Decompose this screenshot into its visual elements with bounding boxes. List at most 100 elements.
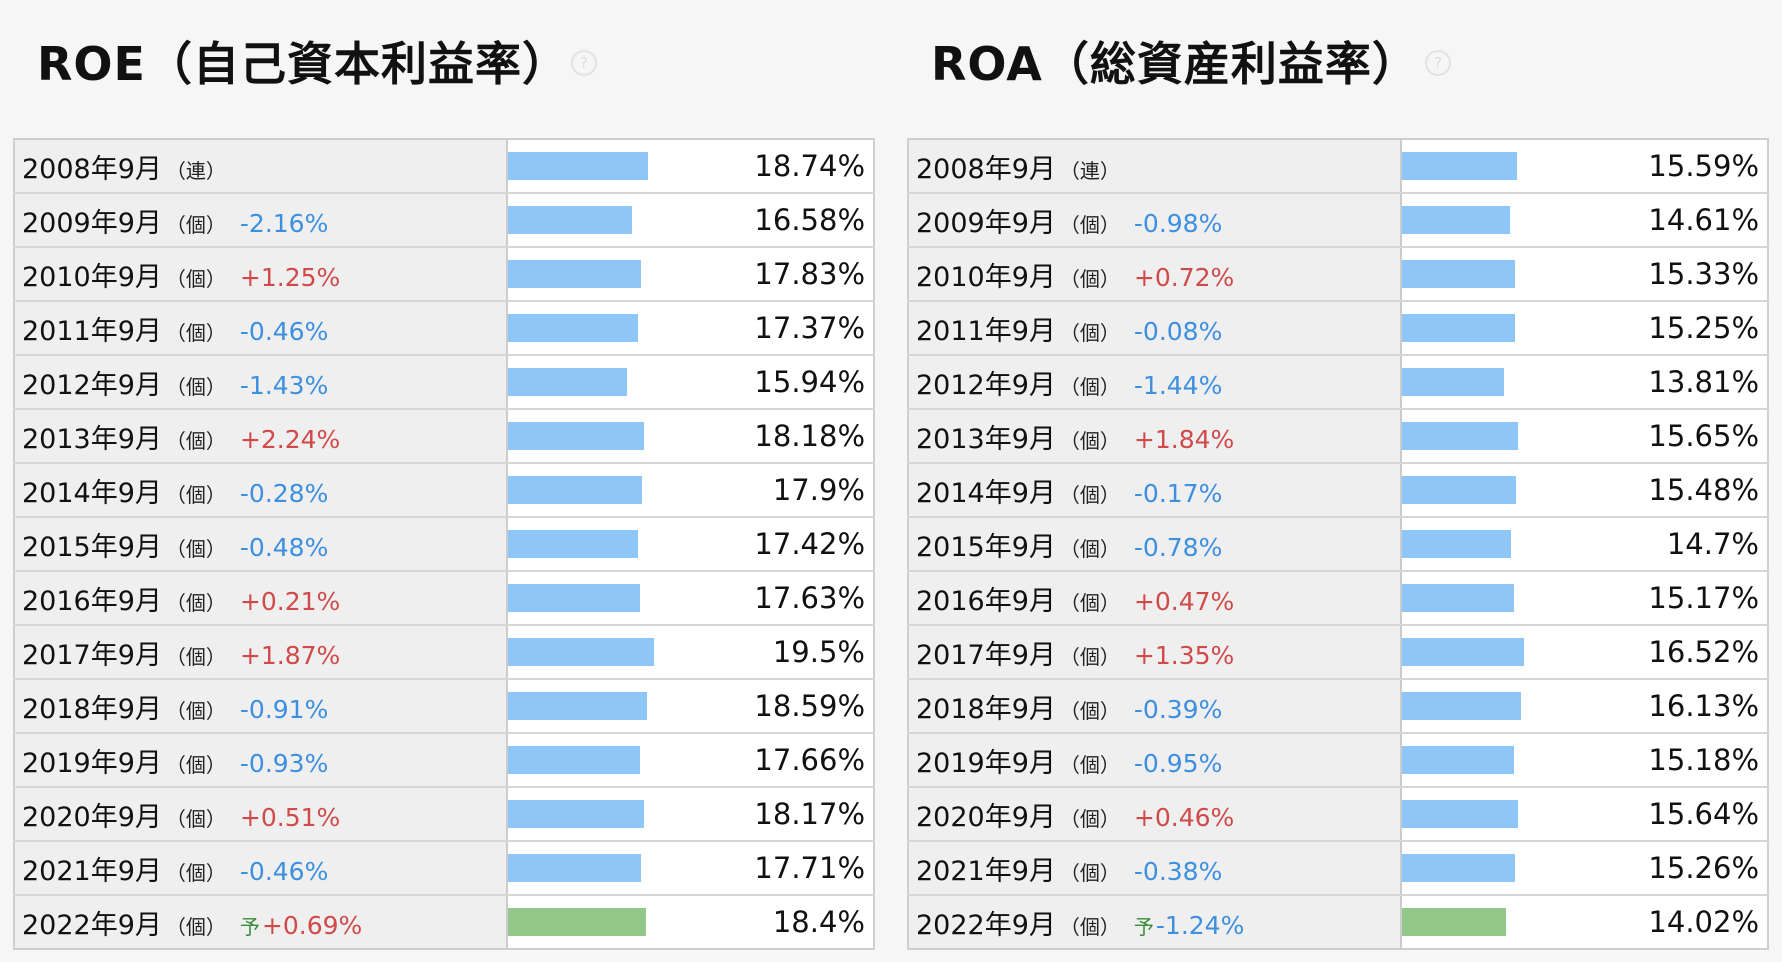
roa-bar-cell <box>1401 625 1552 680</box>
change-value: -0.78% <box>1133 532 1223 562</box>
roe-period-cell: 2020年9月 （個） +0.51% <box>14 787 508 842</box>
period-year: 2014年9月 <box>916 477 1056 509</box>
roa-row: 2017年9月 （個） +1.35% 16.52% <box>908 625 1768 680</box>
roe-value: 17.66% <box>658 733 874 788</box>
roe-bar-cell <box>507 139 658 194</box>
roa-row: 2016年9月 （個） +0.47% 15.17% <box>908 571 1768 626</box>
roe-value: 16.58% <box>658 193 874 248</box>
value-bar <box>1402 746 1514 774</box>
roa-row: 2019年9月 （個） -0.95% 15.18% <box>908 733 1768 788</box>
roa-row: 2010年9月 （個） +0.72% 15.33% <box>908 247 1768 302</box>
value-bar <box>1402 476 1516 504</box>
roe-value: 17.37% <box>658 301 874 356</box>
roa-row: 2020年9月 （個） +0.46% 15.64% <box>908 787 1768 842</box>
roe-row: 2016年9月 （個） +0.21% 17.63% <box>14 571 874 626</box>
roa-row: 2014年9月 （個） -0.17% 15.48% <box>908 463 1768 518</box>
consolidation-type: （個） <box>165 914 226 939</box>
consolidation-type: （個） <box>1059 860 1120 885</box>
roe-row: 2008年9月 （連） 18.74% <box>14 139 874 194</box>
period-year: 2017年9月 <box>22 639 162 671</box>
period-year: 2011年9月 <box>22 315 162 347</box>
roa-value: 15.64% <box>1552 787 1768 842</box>
roa-value: 15.59% <box>1552 139 1768 194</box>
change-value: -0.28% <box>239 478 329 508</box>
forecast-bar <box>508 908 646 936</box>
value-bar <box>508 746 640 774</box>
period-year: 2020年9月 <box>22 801 162 833</box>
roe-value: 19.5% <box>658 625 874 680</box>
value-bar <box>1402 152 1517 180</box>
roe-bar-cell <box>507 625 658 680</box>
change-value: -0.48% <box>239 532 329 562</box>
consolidation-type: （個） <box>1059 914 1120 939</box>
roa-period-cell: 2013年9月 （個） +1.84% <box>908 409 1402 464</box>
roa-period-cell: 2020年9月 （個） +0.46% <box>908 787 1402 842</box>
roa-period-cell: 2021年9月 （個） -0.38% <box>908 841 1402 896</box>
roa-help-icon[interactable]: ? <box>1425 50 1451 76</box>
roe-bar-cell <box>507 355 658 410</box>
value-bar <box>1402 584 1514 612</box>
roa-period-cell: 2014年9月 （個） -0.17% <box>908 463 1402 518</box>
roe-period-cell: 2012年9月 （個） -1.43% <box>14 355 508 410</box>
roa-bar-cell <box>1401 895 1552 949</box>
period-year: 2016年9月 <box>916 585 1056 617</box>
period-year: 2010年9月 <box>22 261 162 293</box>
consolidation-type: （個） <box>165 860 226 885</box>
change-value: +0.51% <box>239 802 341 832</box>
value-bar <box>1402 368 1504 396</box>
roa-value: 15.18% <box>1552 733 1768 788</box>
roa-period-cell: 2008年9月 （連） <box>908 139 1402 194</box>
value-bar <box>1402 206 1510 234</box>
roe-row: 2011年9月 （個） -0.46% 17.37% <box>14 301 874 356</box>
change-value: -1.44% <box>1133 370 1223 400</box>
roe-period-cell: 2008年9月 （連） <box>14 139 508 194</box>
period-year: 2014年9月 <box>22 477 162 509</box>
roa-row: 2011年9月 （個） -0.08% 15.25% <box>908 301 1768 356</box>
period-year: 2022年9月 <box>22 909 162 941</box>
period-year: 2015年9月 <box>916 531 1056 563</box>
roe-bar-cell <box>507 247 658 302</box>
value-bar <box>508 692 647 720</box>
change-value: +1.87% <box>239 640 341 670</box>
consolidation-type: （個） <box>1059 698 1120 723</box>
consolidation-type: （個） <box>1059 644 1120 669</box>
consolidation-type: （個） <box>1059 266 1120 291</box>
roa-bar-cell <box>1401 247 1552 302</box>
consolidation-type: （連） <box>165 158 226 183</box>
roe-period-cell: 2019年9月 （個） -0.93% <box>14 733 508 788</box>
roa-value: 15.65% <box>1552 409 1768 464</box>
value-bar <box>1402 692 1521 720</box>
roe-value: 17.9% <box>658 463 874 518</box>
consolidation-type: （個） <box>165 698 226 723</box>
consolidation-type: （個） <box>1059 428 1120 453</box>
roa-period-cell: 2018年9月 （個） -0.39% <box>908 679 1402 734</box>
roa-value: 15.26% <box>1552 841 1768 896</box>
roe-period-cell: 2017年9月 （個） +1.87% <box>14 625 508 680</box>
roa-bar-cell <box>1401 301 1552 356</box>
roa-period-cell: 2015年9月 （個） -0.78% <box>908 517 1402 572</box>
roa-table: 2008年9月 （連） 15.59% 2009年9月 （個） -0.98% 14.61% 20… <box>907 138 1769 950</box>
roe-row: 2014年9月 （個） -0.28% 17.9% <box>14 463 874 518</box>
roa-period-cell: 2011年9月 （個） -0.08% <box>908 301 1402 356</box>
roa-row: 2012年9月 （個） -1.44% 13.81% <box>908 355 1768 410</box>
roa-period-cell: 2019年9月 （個） -0.95% <box>908 733 1402 788</box>
roe-value: 18.18% <box>658 409 874 464</box>
consolidation-type: （個） <box>165 590 226 615</box>
roa-row: 2022年9月 （個） 予-1.24% 14.02% <box>908 895 1768 949</box>
roa-row: 2018年9月 （個） -0.39% 16.13% <box>908 679 1768 734</box>
roe-value: 18.17% <box>658 787 874 842</box>
roe-row: 2018年9月 （個） -0.91% 18.59% <box>14 679 874 734</box>
roa-row: 2015年9月 （個） -0.78% 14.7% <box>908 517 1768 572</box>
roe-bar-cell <box>507 679 658 734</box>
roe-period-cell: 2009年9月 （個） -2.16% <box>14 193 508 248</box>
roe-row: 2019年9月 （個） -0.93% 17.66% <box>14 733 874 788</box>
roa-period-cell: 2012年9月 （個） -1.44% <box>908 355 1402 410</box>
change-value: -0.46% <box>239 856 329 886</box>
roa-bar-cell <box>1401 463 1552 518</box>
value-bar <box>508 476 642 504</box>
period-year: 2012年9月 <box>22 369 162 401</box>
roa-bar-cell <box>1401 571 1552 626</box>
roe-help-icon[interactable]: ? <box>571 50 597 76</box>
roe-value: 17.83% <box>658 247 874 302</box>
roa-header: ROA（総資産利益率） ? <box>907 0 1769 138</box>
